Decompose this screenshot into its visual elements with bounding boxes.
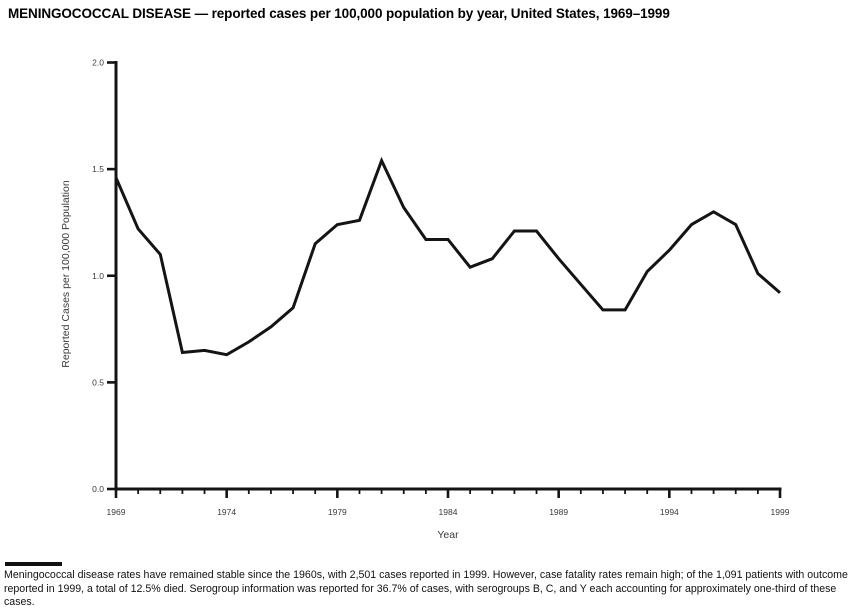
y-tick-label: 0.5	[92, 377, 104, 387]
x-tick-label: 1979	[328, 507, 347, 517]
x-tick-label: 1994	[660, 507, 679, 517]
x-tick-label: 1999	[771, 507, 790, 517]
y-tick-label: 1.5	[92, 164, 104, 174]
x-tick-label: 1969	[107, 507, 126, 517]
y-tick-label: 2.0	[92, 58, 104, 68]
x-tick-label: 1984	[439, 507, 458, 517]
y-tick-label: 0.0	[92, 484, 104, 494]
y-axis-label: Reported Cases per 100,000 Population	[60, 180, 72, 368]
chart-area: 0.0 0.5 1.0 1.5 2.0 1969 1974 1979 1984 1989 1994 1…	[60, 58, 790, 542]
x-tick-label: 1989	[549, 507, 568, 517]
footnote-text: Meningococcal disease rates have remaine…	[4, 569, 848, 609]
page-title: MENINGOCOCCAL DISEASE — reported cases p…	[8, 6, 670, 21]
x-axis-label: Year	[437, 529, 459, 541]
footnote-rule	[5, 562, 62, 566]
line-chart-svg: 0.0 0.5 1.0 1.5 2.0 1969 1974 1979 1984 1989 1994 1…	[92, 58, 790, 518]
y-tick-label: 1.0	[92, 271, 104, 281]
data-line	[114, 156, 781, 357]
x-tick-label: 1974	[217, 507, 236, 517]
